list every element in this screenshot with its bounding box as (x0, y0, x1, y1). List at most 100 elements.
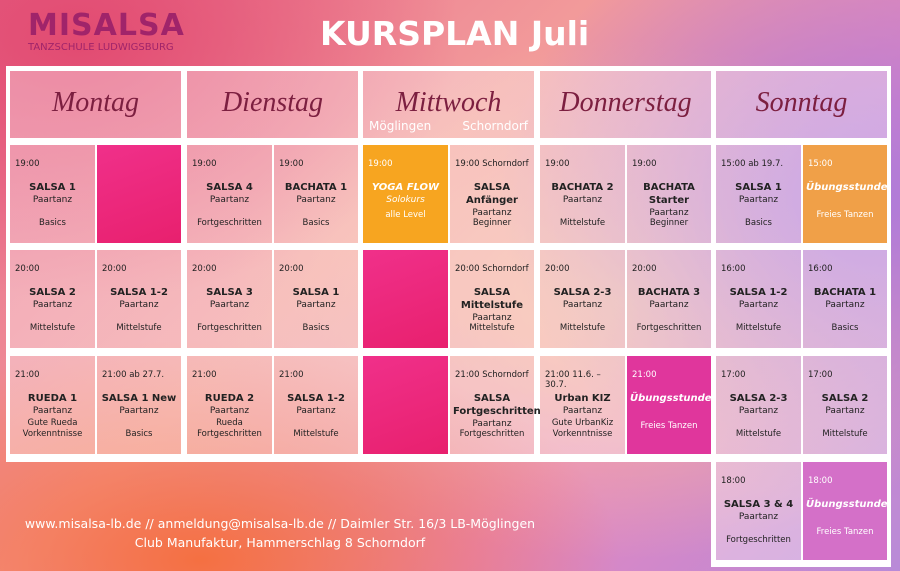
course-type: Solokurs (386, 195, 425, 205)
course-level: Rueda Fortgeschritten (197, 418, 262, 439)
course-slot: 18:00 SALSA 3 & 4 Paartanz Fortgeschritten (716, 462, 801, 560)
course-time: 17:00 (721, 370, 746, 380)
day-name: Sonntag (755, 87, 848, 118)
course-type: Paartanz (738, 406, 779, 416)
course-title: BACHATA 1 Paartanz (806, 286, 884, 312)
course-title: SALSA 2-3 Paartanz (719, 392, 798, 418)
course-type: Paartanz (738, 512, 779, 522)
course-level: alle Level (385, 210, 426, 220)
course-type: Paartanz (825, 300, 865, 310)
course-level: Fortgeschritten (197, 218, 262, 228)
course-slot: 17:00 SALSA 2 Paartanz Mittelstufe (803, 356, 887, 454)
course-title: BACHATA 1 Paartanz (277, 181, 355, 207)
course-time: 18:00 (808, 476, 833, 486)
course-slot: 19:00 BACHATA 1 Paartanz Basics (274, 145, 358, 243)
course-slot: 21:00 Schorndorf SALSA Fortgeschritten Paa… (450, 356, 541, 454)
course-type: Paartanz (119, 300, 159, 310)
course-time: 16:00 (721, 264, 746, 274)
course-title: YOGA FLOW Solokurs (366, 181, 445, 207)
course-time: 15:00 (808, 159, 833, 169)
course-title: SALSA 3 & 4 Paartanz (719, 498, 798, 524)
day-name: Dienstag (221, 87, 324, 118)
course-title: Übungsstunde (630, 393, 712, 404)
course-level: Freies Tanzen (816, 527, 874, 537)
course-type: Paartanz (738, 300, 779, 310)
course-level: Basics (831, 323, 859, 333)
course-time: 19:00 (279, 159, 304, 169)
course-slot: 17:00 SALSA 2-3 Paartanz Mittelstufe (716, 356, 801, 454)
course-slot: 21:00 SALSA 1-2 Paartanz Mittelstufe (274, 356, 358, 454)
course-level: Beginner (649, 218, 689, 228)
course-type: Paartanz (209, 195, 250, 205)
course-level: Basics (302, 218, 330, 228)
logo-subtitle: TANZSCHULE LUDWIGSBURG (28, 42, 174, 53)
course-level: Mittelstufe (559, 218, 606, 228)
course-title: Übungsstunde (806, 499, 888, 510)
logo: MISALSA (28, 8, 185, 43)
day-header: Donnerstag (540, 71, 711, 138)
course-time: 21:00 (632, 370, 657, 380)
location-label: Möglingen (369, 119, 432, 133)
course-level: Fortgeschritten (636, 323, 702, 333)
course-level: Gute Rueda Vorkenntnisse (22, 418, 83, 439)
course-slot: 19:00 BACHATA Starter Paartanz Beginner (627, 145, 711, 243)
course-title: SALSA 2-3 Paartanz (543, 286, 622, 312)
course-type: Paartanz (296, 195, 336, 205)
course-title: Urban KIZ Paartanz (543, 392, 622, 418)
course-time: 19:00 (192, 159, 217, 169)
course-time: 21:00 (279, 370, 304, 380)
course-level: Basics (125, 429, 153, 439)
location-label: Schorndorf (462, 119, 528, 133)
course-slot: 20:00 BACHATA 3 Paartanz Fortgeschritten (627, 250, 711, 348)
day-header: Montag (10, 71, 181, 138)
course-level: Mittelstufe (29, 323, 76, 333)
course-time: 20:00 (15, 264, 40, 274)
course-title: SALSA 1 Paartanz (277, 286, 355, 312)
course-time: 21:00 (192, 370, 217, 380)
course-slot: 19:00 SALSA 4 Paartanz Fortgeschritten (187, 145, 272, 243)
course-type: Paartanz (562, 300, 603, 310)
course-type: Paartanz (472, 208, 512, 218)
course-type: Paartanz (825, 406, 865, 416)
course-slot: 19:00 SALSA 1 Paartanz Basics (10, 145, 95, 243)
course-level: Fortgeschritten (459, 429, 525, 439)
course-title: SALSA 1-2 Paartanz (277, 392, 355, 418)
course-slot: 20:00 SALSA 1-2 Paartanz Mittelstufe (97, 250, 181, 348)
course-level: Mittelstufe (822, 429, 868, 439)
course-level: Freies Tanzen (640, 421, 698, 431)
course-slot: 21:00 11.6. – 30.7. Urban KIZ Paartanz Gute… (540, 356, 625, 454)
course-title: SALSA 1 New Paartanz (101, 393, 177, 416)
day-header: Sonntag (716, 71, 887, 138)
course-level: Mittelstufe (293, 429, 339, 439)
course-time: 20:00 (102, 264, 127, 274)
course-time: 20:00 (192, 264, 217, 274)
course-slot: 16:00 SALSA 1-2 Paartanz Mittelstufe (716, 250, 801, 348)
empty-slot (363, 356, 448, 454)
course-slot: 21:00 RUEDA 2 Paartanz Rueda Fortgeschritte… (187, 356, 272, 454)
course-level: Basics (39, 218, 66, 228)
empty-slot (363, 250, 448, 348)
course-slot: 20:00 SALSA 2-3 Paartanz Mittelstufe (540, 250, 625, 348)
course-time: 15:00 ab 19.7. (721, 159, 784, 169)
course-type: Paartanz (472, 313, 512, 323)
course-slot: 19:00 Schorndorf SALSA Anfänger Paartanz Be… (450, 145, 534, 243)
course-slot: 20:00 SALSA 3 Paartanz Fortgeschritten (187, 250, 272, 348)
course-level: Mittelstufe (735, 429, 782, 439)
course-slot: 20:00 SALSA 2 Paartanz Mittelstufe (10, 250, 95, 348)
course-time: 19:00 (15, 159, 40, 169)
course-time: 19:00 Schorndorf (455, 159, 529, 169)
course-time: 20:00 (279, 264, 304, 274)
day-header: Mittwoch Möglingen Schorndorf (363, 71, 534, 138)
course-title: SALSA Anfänger Paartanz (453, 181, 531, 220)
course-slot: 21:00 RUEDA 1 Paartanz Gute Rueda Vorkenntn… (10, 356, 95, 454)
course-type: Paartanz (472, 419, 512, 429)
course-type: Paartanz (296, 406, 336, 416)
course-title: Übungsstunde (806, 182, 888, 193)
course-slot: 18:00 Übungsstunde Freies Tanzen (803, 462, 888, 560)
course-level: Basics (745, 218, 772, 228)
page-title: KURSPLAN Juli (320, 14, 590, 53)
footer-line: www.misalsa-lb.de // anmeldung@misalsa-l… (24, 516, 536, 531)
course-title: SALSA 2 Paartanz (806, 392, 884, 418)
course-title: SALSA Mittelstufe Paartanz (453, 286, 531, 325)
course-level: Beginner (472, 218, 512, 228)
